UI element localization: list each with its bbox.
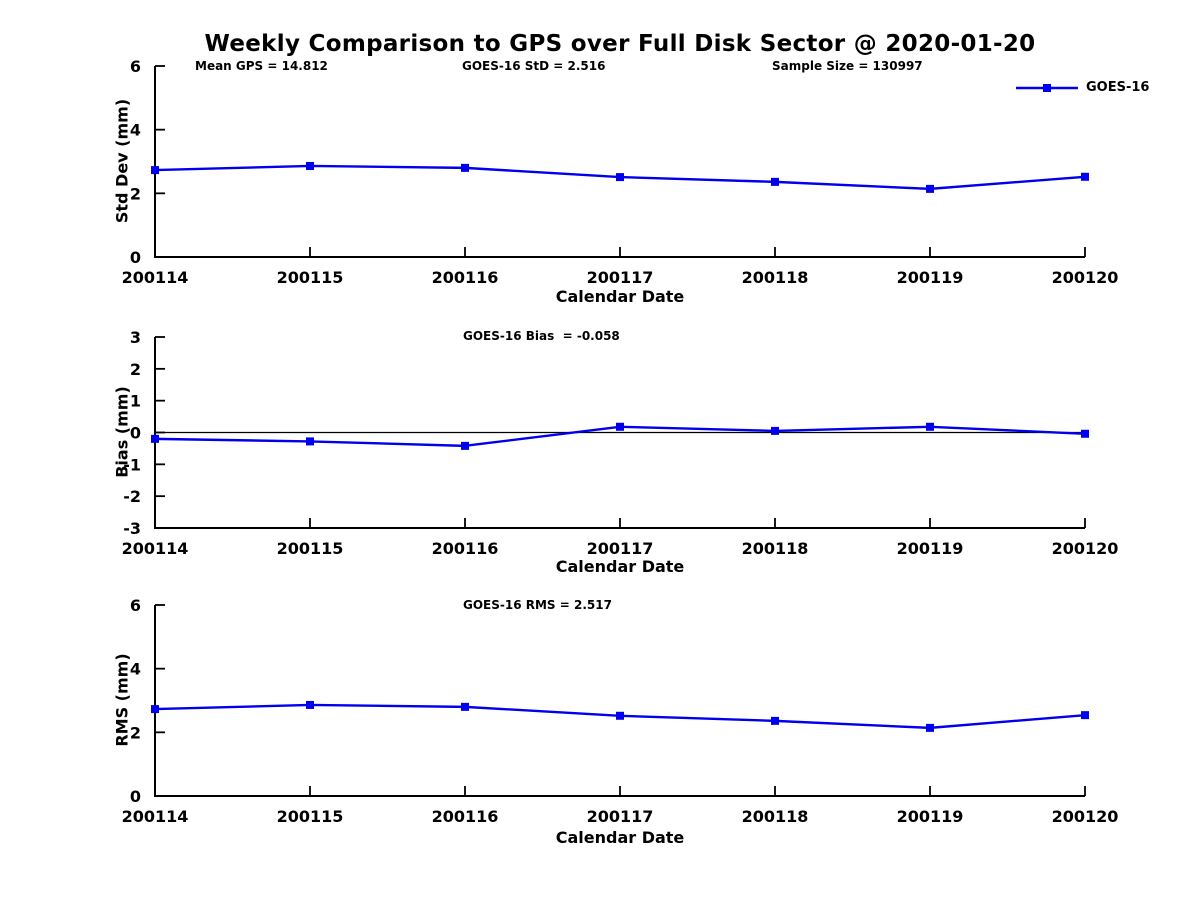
x-tick-label: 200116 [432, 268, 499, 287]
y-tick-label: 4 [130, 660, 141, 679]
y-tick-label: 1 [130, 392, 141, 411]
data-point-marker [771, 426, 779, 435]
y-tick-label: -3 [123, 519, 141, 538]
y-tick-label: 2 [130, 184, 141, 203]
y-tick-label: 2 [130, 360, 141, 379]
legend-line-marker-icon [1016, 84, 1078, 92]
x-tick-label: 200115 [277, 268, 344, 287]
x-tick-label: 200116 [432, 807, 499, 826]
x-tick-label: 200117 [587, 268, 654, 287]
data-point-marker [616, 711, 624, 720]
x-tick-label: 200119 [897, 539, 964, 558]
data-point-marker [926, 422, 934, 431]
bias-subplot: -3 -2 -1 0 1 2 3 200114 200115 200116 200117 200118… [122, 328, 1119, 558]
annotation-goes16-rms: GOES-16 RMS = 2.517 [463, 598, 612, 612]
x-tick-label: 200115 [277, 807, 344, 826]
data-point-marker [461, 702, 469, 711]
axes-lines [154, 605, 1085, 797]
data-point-marker [1081, 172, 1089, 181]
xlabel-rms: Calendar Date [555, 828, 685, 847]
x-tick-label: 200118 [742, 539, 809, 558]
x-tick-label: 200120 [1052, 268, 1119, 287]
y-tick-label: 6 [130, 596, 141, 615]
x-tick-label: 200118 [742, 268, 809, 287]
x-tick-label: 200115 [277, 539, 344, 558]
x-tick-label: 200114 [122, 807, 189, 826]
data-point-marker [461, 441, 469, 450]
y-tick-label: 0 [130, 424, 141, 443]
xlabel-std-dev: Calendar Date [555, 287, 685, 306]
rms-subplot: 0 2 4 6 200114 200115 200116 200117 200118 200119… [122, 596, 1119, 826]
legend: GOES-16 [1016, 81, 1149, 95]
y-tick-label: 2 [130, 723, 141, 742]
annotation-goes16-bias: GOES-16 Bias = -0.058 [463, 329, 620, 343]
x-tick-label: 200118 [742, 807, 809, 826]
axes-lines [154, 66, 1085, 258]
data-point-marker [1081, 711, 1089, 720]
std-dev-subplot: 0 2 4 6 200114 200115 200116 200117 200118 200119… [122, 57, 1119, 287]
data-point-marker [616, 422, 624, 431]
data-point-marker [926, 184, 934, 193]
legend-label: GOES-16 [1086, 80, 1150, 95]
x-tick-label: 200116 [432, 539, 499, 558]
x-tick-label: 200120 [1052, 807, 1119, 826]
figure-title: Weekly Comparison to GPS over Full Disk … [204, 31, 1036, 57]
data-point-marker [306, 161, 314, 170]
data-point-marker [461, 163, 469, 172]
data-point-marker [1081, 429, 1089, 438]
data-point-marker [151, 434, 159, 443]
x-tick-label: 200119 [897, 268, 964, 287]
y-tick-label: 0 [130, 787, 141, 806]
data-point-marker [616, 173, 624, 182]
x-tick-label: 200117 [587, 807, 654, 826]
data-point-marker [306, 437, 314, 446]
x-tick-label: 200120 [1052, 539, 1119, 558]
data-point-marker [306, 700, 314, 709]
annotation-goes16-std: GOES-16 StD = 2.516 [462, 59, 606, 73]
data-point-marker [926, 723, 934, 732]
x-tick-label: 200119 [897, 807, 964, 826]
data-point-marker [771, 716, 779, 725]
xlabel-bias: Calendar Date [555, 557, 685, 576]
x-tick-label: 200117 [587, 539, 654, 558]
annotation-sample-size: Sample Size = 130997 [772, 59, 923, 73]
y-tick-label: -1 [123, 455, 141, 474]
x-tick-label: 200114 [122, 539, 189, 558]
data-point-marker [151, 166, 159, 175]
x-tick-label: 200114 [122, 268, 189, 287]
y-tick-label: -2 [123, 487, 141, 506]
y-tick-label: 6 [130, 57, 141, 76]
data-point-marker [151, 705, 159, 714]
y-tick-label: 4 [130, 121, 141, 140]
annotation-mean-gps: Mean GPS = 14.812 [195, 59, 328, 73]
data-point-marker [771, 177, 779, 186]
y-tick-label: 3 [130, 328, 141, 347]
y-tick-label: 0 [130, 248, 141, 267]
